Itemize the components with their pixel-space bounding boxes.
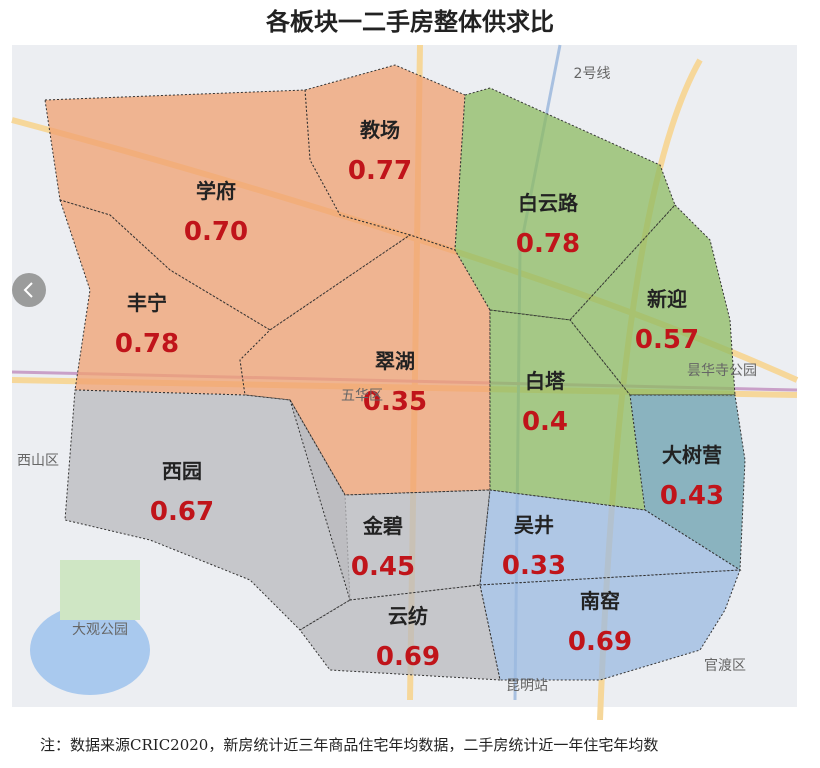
map: 教场 0.77 学府 0.70 丰宁 0.78 翠湖 0.35 白云路 0.78 新迎 0.57 白塔 0… (11, 44, 799, 720)
region (479, 569, 741, 681)
region-value: 0.43 (660, 481, 724, 511)
map-label: 大观公园 (72, 622, 128, 638)
map-label: 昙华寺公园 (687, 363, 757, 379)
region-name: 白塔 (525, 369, 566, 393)
region-value: 0.45 (351, 552, 415, 582)
region-name: 教场 (360, 118, 400, 142)
region-name: 大树营 (662, 443, 722, 467)
region (64, 389, 351, 631)
region-value: 0.33 (502, 551, 566, 581)
region-value: 0.69 (376, 642, 440, 672)
lake (30, 605, 150, 695)
map-label: 昆明站 (506, 678, 548, 694)
region-value: 0.4 (522, 407, 568, 437)
region-value: 0.78 (516, 229, 580, 259)
map-label: 2号线 (574, 66, 611, 82)
map-label: 官渡区 (704, 658, 746, 674)
title: 各板块一二手房整体供求比 (266, 8, 554, 36)
region-name: 金碧 (362, 514, 403, 538)
region-name: 翠湖 (375, 349, 415, 373)
note: 注：数据来源CRIC2020，新房统计近三年商品住宅年均数据，二手房统计近一年住… (40, 736, 659, 754)
region-name: 西园 (162, 459, 202, 483)
region-value: 0.67 (150, 497, 214, 527)
region-value: 0.77 (348, 156, 412, 186)
region-value: 0.35 (363, 387, 427, 417)
park (60, 560, 140, 620)
region (239, 234, 491, 496)
region-name: 学府 (196, 179, 236, 203)
region-value: 0.69 (568, 627, 632, 657)
region-name: 白云路 (518, 191, 579, 215)
region-value: 0.57 (635, 325, 699, 355)
map-label: 西山区 (17, 453, 59, 469)
region (289, 399, 491, 601)
prev-button[interactable] (12, 273, 46, 307)
region (489, 309, 646, 511)
region-name: 南窑 (580, 589, 620, 613)
map-label: 五华区 (341, 388, 383, 404)
region-value: 0.70 (184, 217, 248, 247)
region (629, 394, 746, 571)
region (299, 584, 501, 681)
region (44, 89, 412, 331)
region-name: 云纺 (388, 604, 428, 628)
region-name: 吴井 (514, 513, 554, 537)
region-name: 新迎 (647, 287, 687, 311)
region-value: 0.78 (115, 329, 179, 359)
prev-arrow (23, 282, 33, 298)
region-name: 丰宁 (127, 291, 167, 315)
